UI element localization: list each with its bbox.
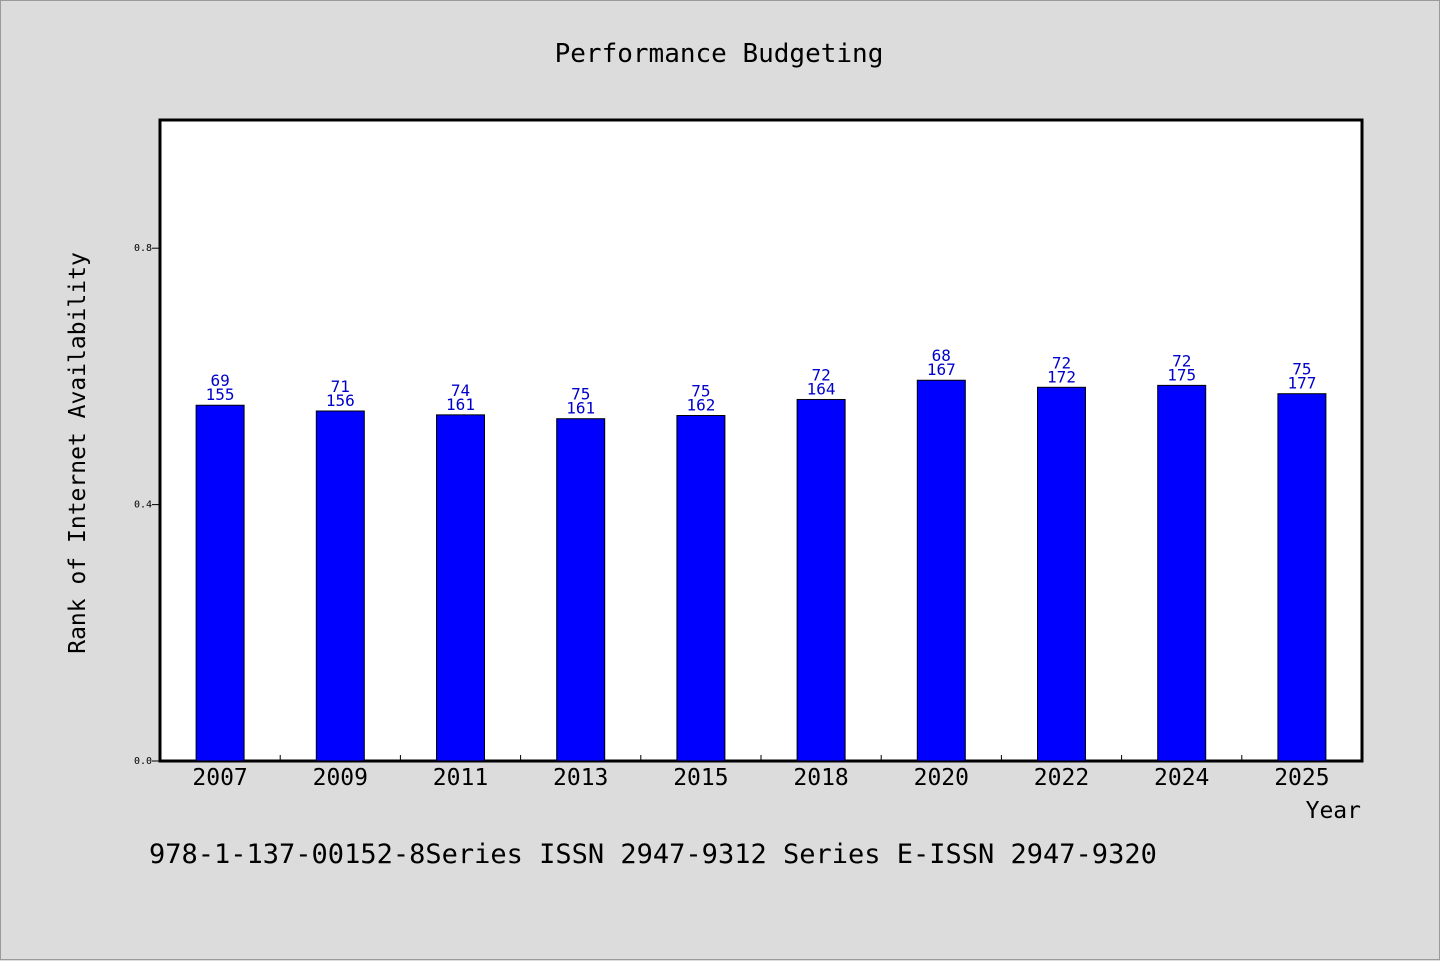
bar-2013 — [556, 418, 606, 762]
bar-label-bottom: 164 — [807, 379, 836, 398]
bar-label-bottom: 162 — [686, 396, 715, 415]
bar-label-bottom: 177 — [1287, 374, 1316, 393]
y-axis-title: Rank of Internet Availability — [65, 252, 91, 654]
y-axis: 0.0 0.4 0.8 — [134, 243, 160, 767]
bar-2018 — [796, 398, 846, 762]
y-tick-label: 0.4 — [134, 500, 152, 511]
bar-label-top: 69 — [210, 371, 229, 390]
bar-2020 — [916, 379, 966, 762]
bar-2009 — [315, 410, 365, 762]
y-tick-label: 0.8 — [134, 243, 152, 254]
bar-label-top: 71 — [331, 377, 350, 396]
bar-label-top: 72 — [811, 365, 830, 384]
bar-label-top: 75 — [571, 385, 590, 404]
bars — [195, 379, 1327, 762]
bar-label-bottom: 156 — [326, 391, 355, 410]
footnote: 978-1-137-00152-8Series ISSN 2947-9312 S… — [149, 839, 1157, 870]
bar-label-top: 75 — [1292, 360, 1311, 379]
bar-label-top: 75 — [691, 382, 710, 401]
bar-label-top: 72 — [1052, 353, 1071, 372]
bar-2015 — [676, 415, 726, 762]
x-axis-title: Year — [1306, 798, 1361, 824]
bar-2007 — [195, 404, 245, 762]
bar-label-bottom: 161 — [446, 395, 475, 414]
bar-label-bottom: 167 — [927, 360, 956, 379]
bar-label-bottom: 172 — [1047, 367, 1076, 386]
x-tick-label: 2024 — [1154, 765, 1209, 791]
x-tick-label: 2013 — [553, 765, 608, 791]
chart-title: Performance Budgeting — [555, 39, 884, 69]
x-tick-label: 2007 — [192, 765, 247, 791]
x-tick-label: 2020 — [914, 765, 969, 791]
bar-label-bottom: 175 — [1167, 365, 1196, 384]
bar-2011 — [436, 414, 485, 762]
bar-label-bottom: 155 — [206, 385, 235, 404]
x-tick-label: 2018 — [793, 765, 848, 791]
bar-2022 — [1037, 386, 1086, 762]
x-tick-label: 2025 — [1274, 765, 1329, 791]
x-axis: 2007 2009 2011 2013 2015 2018 2020 2022 2024 2025 — [192, 755, 1330, 791]
bar-2025 — [1277, 393, 1327, 762]
x-tick-label: 2022 — [1034, 765, 1089, 791]
bar-label-top: 72 — [1172, 351, 1191, 370]
bar-2024 — [1157, 384, 1207, 762]
bar-label-top: 68 — [932, 346, 951, 365]
x-tick-label: 2015 — [673, 765, 728, 791]
bar-label-bottom: 161 — [566, 399, 595, 418]
x-tick-label: 2009 — [313, 765, 368, 791]
y-tick-label: 0.0 — [134, 756, 152, 767]
x-tick-label: 2011 — [433, 765, 488, 791]
bar-label-top: 74 — [451, 381, 470, 400]
